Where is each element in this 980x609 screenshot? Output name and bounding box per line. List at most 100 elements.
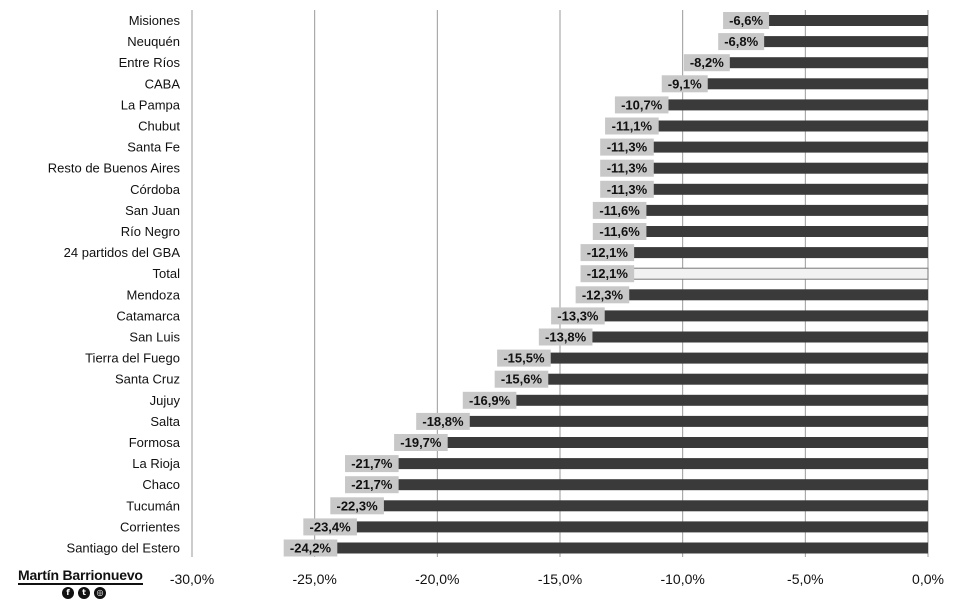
category-label: Entre Ríos: [119, 55, 181, 70]
x-tick-label: -15,0%: [538, 571, 582, 587]
category-label: Córdoba: [130, 182, 181, 197]
data-label-box: [330, 497, 384, 515]
data-label: -12,3%: [582, 287, 624, 302]
category-label: La Pampa: [121, 97, 181, 112]
bar: [545, 373, 928, 385]
data-label-box: [303, 518, 357, 536]
x-tick-label: -10,0%: [660, 571, 704, 587]
twitter-icon: t: [78, 587, 90, 599]
bar: [353, 521, 928, 533]
data-label: -15,6%: [501, 372, 543, 387]
category-label: Mendoza: [127, 287, 181, 302]
category-label: Corrientes: [120, 519, 180, 534]
data-label: -11,1%: [612, 119, 653, 134]
bar: [726, 57, 928, 69]
bar: [704, 78, 928, 90]
bar: [631, 247, 928, 259]
category-label: Formosa: [129, 435, 181, 450]
data-label-box: [575, 286, 630, 304]
bar: [643, 204, 928, 216]
data-label: -8,2%: [690, 55, 724, 70]
bar: [650, 141, 928, 153]
x-tick-label: -25,0%: [292, 571, 336, 587]
bar: [466, 415, 928, 427]
data-label-box: [416, 412, 470, 430]
x-tick-label: -20,0%: [415, 571, 459, 587]
category-label: Tucumán: [126, 498, 180, 513]
data-label-box: [718, 33, 765, 51]
category-label: Salta: [150, 414, 180, 429]
bar: [766, 15, 928, 26]
data-label: -15,5%: [503, 351, 545, 366]
data-label: -11,6%: [599, 224, 640, 239]
bar: [650, 183, 928, 195]
category-label: Chubut: [138, 119, 180, 134]
bar: [334, 542, 928, 554]
data-label-box: [592, 201, 647, 219]
x-tick-label: -30,0%: [170, 571, 214, 587]
category-label: Total: [153, 266, 181, 281]
facebook-icon: f: [62, 587, 74, 599]
data-label: -22,3%: [337, 498, 379, 513]
category-label: Chaco: [142, 477, 180, 492]
bar: [630, 267, 929, 280]
category-label: Misiones: [129, 13, 181, 28]
bar: [601, 310, 928, 322]
data-label-box: [538, 328, 593, 346]
data-label: -10,7%: [621, 97, 663, 112]
data-label: -11,3%: [607, 161, 648, 176]
data-label-box: [605, 117, 659, 135]
bar: [395, 458, 928, 470]
bar: [444, 437, 928, 448]
data-label: -19,7%: [400, 435, 442, 450]
data-label: -11,6%: [599, 203, 640, 218]
category-label: La Rioja: [132, 456, 180, 471]
x-tick-label: -5,0%: [787, 571, 824, 587]
data-label: -21,7%: [351, 477, 393, 492]
bar: [589, 331, 928, 343]
data-label: -6,8%: [724, 34, 758, 49]
data-label-box: [283, 539, 338, 557]
data-label: -13,8%: [545, 330, 587, 345]
data-label-box: [580, 244, 635, 262]
category-label: San Juan: [125, 203, 180, 218]
data-label-box: [600, 159, 654, 177]
data-label: -13,3%: [557, 308, 599, 323]
data-label: -24,2%: [290, 541, 332, 556]
brand-logo: Martín Barrionuevo f t ◎: [18, 567, 158, 599]
bar: [513, 394, 928, 406]
bar: [655, 120, 928, 132]
data-label-box: [580, 265, 635, 283]
data-label-box: [661, 75, 708, 93]
social-icons: f t ◎: [62, 587, 158, 599]
category-label: Catamarca: [116, 308, 180, 323]
data-label: -6,6%: [729, 13, 763, 28]
bar: [643, 226, 928, 237]
x-tick-label: 0,0%: [912, 571, 944, 587]
bar: [650, 162, 928, 174]
data-label-box: [592, 223, 647, 240]
data-label: -21,7%: [351, 456, 393, 471]
data-label: -11,3%: [607, 182, 648, 197]
data-label: -11,3%: [607, 140, 648, 155]
data-label-box: [494, 370, 549, 388]
category-label: Santiago del Estero: [67, 541, 180, 556]
category-label: CABA: [145, 76, 181, 91]
data-label: -18,8%: [422, 414, 464, 429]
instagram-icon: ◎: [94, 587, 106, 599]
bar: [547, 352, 928, 364]
bar: [395, 479, 928, 491]
category-label: Resto de Buenos Aires: [48, 161, 181, 176]
category-label: Tierra del Fuego: [85, 351, 180, 366]
data-label: -9,1%: [668, 76, 702, 91]
data-label-box: [600, 138, 654, 156]
bar: [626, 289, 928, 301]
brand-name: Martín Barrionuevo: [18, 567, 143, 585]
data-label: -16,9%: [469, 393, 511, 408]
data-label-box: [683, 54, 730, 72]
bar: [761, 36, 928, 48]
category-label: Neuquén: [127, 34, 180, 49]
data-label-box: [345, 455, 399, 473]
